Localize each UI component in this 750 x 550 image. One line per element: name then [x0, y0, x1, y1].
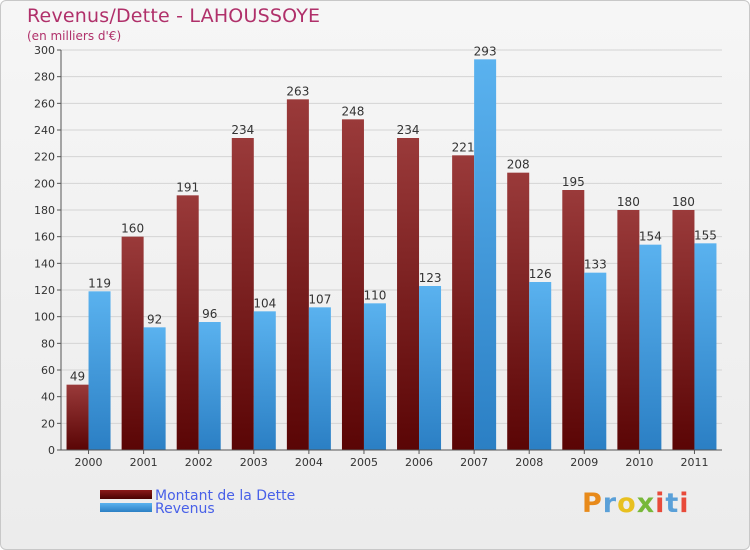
bar-revenue	[529, 282, 552, 450]
legend-swatch-revenue	[100, 503, 152, 512]
bar-revenue	[584, 272, 607, 450]
bar-revenue	[639, 244, 662, 450]
x-tick-label: 2000	[75, 456, 103, 469]
data-label-revenue: 123	[419, 271, 442, 285]
bar-revenue	[143, 327, 166, 450]
data-label-debt: 234	[397, 123, 420, 137]
bar-debt	[286, 99, 309, 450]
data-label-debt: 263	[286, 84, 309, 98]
y-tick-label: 20	[41, 417, 55, 430]
bar-debt	[341, 119, 364, 450]
data-label-debt: 180	[672, 195, 695, 209]
bar-debt	[452, 155, 475, 451]
x-tick-label: 2008	[515, 456, 543, 469]
bar-debt	[121, 236, 144, 450]
y-tick-label: 180	[34, 204, 55, 217]
x-tick-label: 2007	[460, 456, 488, 469]
bar-revenue	[308, 307, 331, 450]
bar-debt	[562, 190, 585, 450]
data-label-revenue: 155	[694, 228, 717, 242]
data-label-debt: 221	[452, 140, 475, 154]
x-tick-label: 2005	[350, 456, 378, 469]
bar-debt	[176, 195, 199, 450]
bar-revenue	[419, 286, 442, 450]
y-tick-label: 160	[34, 231, 55, 244]
y-tick-label: 40	[41, 391, 55, 404]
chart-title: Revenus/Dette - LAHOUSSOYE	[27, 5, 321, 27]
data-label-revenue: 133	[584, 258, 607, 272]
x-tick-label: 2002	[185, 456, 213, 469]
bar-revenue	[694, 243, 717, 450]
data-label-debt: 248	[342, 104, 365, 118]
x-tick-label: 2009	[570, 456, 598, 469]
y-tick-label: 280	[34, 71, 55, 84]
y-tick-label: 60	[41, 364, 55, 377]
data-label-debt: 180	[617, 195, 640, 209]
bar-revenue	[253, 311, 276, 450]
y-tick-label: 120	[34, 284, 55, 297]
proxiti-logo: Proxiti	[582, 488, 690, 519]
data-label-revenue: 92	[147, 312, 162, 326]
x-tick-label: 2006	[405, 456, 433, 469]
y-tick-label: 100	[34, 311, 55, 324]
y-tick-label: 200	[34, 177, 55, 190]
data-label-debt: 49	[70, 370, 85, 384]
data-label-revenue: 104	[253, 296, 276, 310]
data-label-revenue: 119	[88, 276, 111, 290]
bar-debt	[672, 210, 695, 450]
y-tick-label: 240	[34, 124, 55, 137]
data-label-revenue: 126	[529, 267, 552, 281]
data-label-revenue: 293	[474, 44, 497, 58]
data-label-debt: 195	[562, 175, 585, 189]
y-tick-label: 220	[34, 151, 55, 164]
bar-debt	[397, 138, 420, 450]
bar-revenue	[474, 59, 497, 450]
legend-label-revenue: Revenus	[155, 501, 215, 517]
y-tick-label: 300	[34, 44, 55, 57]
legend-swatch-debt	[100, 490, 152, 499]
y-tick-label: 140	[34, 257, 55, 270]
bar-revenue	[198, 322, 221, 450]
bar-revenue	[88, 291, 111, 450]
data-label-revenue: 154	[639, 230, 662, 244]
data-label-revenue: 96	[202, 307, 217, 321]
legend-label-debt: Montant de la Dette	[155, 488, 296, 504]
bar-debt	[617, 210, 640, 450]
chart-subtitle: (en milliers d'€)	[27, 29, 122, 43]
y-tick-label: 260	[34, 97, 55, 110]
data-label-debt: 208	[507, 158, 530, 172]
bar-debt	[66, 384, 89, 450]
x-tick-label: 2011	[680, 456, 708, 469]
bar-revenue	[363, 303, 386, 450]
data-label-debt: 160	[121, 222, 144, 236]
x-tick-label: 2003	[240, 456, 268, 469]
bar-debt	[231, 138, 254, 450]
data-label-debt: 234	[231, 123, 254, 137]
x-tick-label: 2001	[130, 456, 158, 469]
y-tick-label: 0	[48, 444, 55, 457]
x-tick-label: 2010	[625, 456, 653, 469]
data-label-debt: 191	[176, 180, 199, 194]
data-label-revenue: 107	[308, 292, 331, 306]
y-tick-label: 80	[41, 337, 55, 350]
bar-debt	[507, 172, 530, 450]
data-label-revenue: 110	[364, 288, 387, 302]
x-tick-label: 2004	[295, 456, 323, 469]
